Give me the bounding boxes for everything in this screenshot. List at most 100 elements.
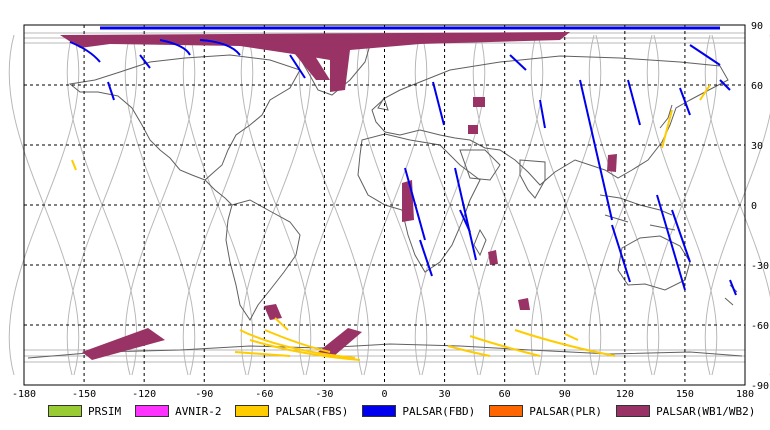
longitude-tick-label: 180: [736, 389, 754, 400]
swath-fbd-8: [404, 167, 426, 241]
swath-fbs-3: [239, 329, 356, 359]
longitude-ticks: -180 -150 -120 -90 -60 -30 0 30 60 90 120 150 180: [12, 389, 754, 400]
swath-wb-south-2: [318, 328, 362, 356]
legend-label: PALSAR(PLR): [529, 404, 603, 418]
longitude-tick-label: 0: [381, 389, 387, 400]
legend-label: PALSAR(WB1/WB2): [656, 404, 756, 418]
map-frame: [23, 24, 746, 386]
legend-item: PALSAR(FBS): [235, 405, 348, 418]
antarctica: [27, 343, 743, 359]
legend-label: AVNIR-2: [175, 404, 222, 418]
legend: PRSIM AVNIR-2 PALSAR(FBS) PALSAR(FBD) PALSAR…: [48, 402, 769, 420]
longitude-tick-label: -120: [132, 389, 156, 400]
latitude-tick-label: 60: [751, 81, 763, 92]
swath-fbs-6: [234, 351, 291, 357]
coverage-swaths: [60, 26, 737, 361]
swath-fbs-1: [71, 159, 77, 171]
swath-fbd-1: [69, 41, 101, 63]
eurasia: [371, 55, 729, 186]
swath-wb-arctic: [60, 32, 570, 92]
swath-fbd-20: [719, 79, 731, 91]
swath-wb-south-1: [82, 328, 165, 360]
swath-fbd-16: [627, 79, 641, 126]
swath-wb-patagonia: [264, 304, 282, 320]
legend-label: PALSAR(FBS): [275, 404, 349, 418]
longitude-tick-label: -150: [72, 389, 96, 400]
longitude-tick-label: -90: [195, 389, 213, 400]
swath-wb-indian-ocean: [518, 298, 530, 310]
swath-fbd-15: [611, 224, 631, 283]
latitude-tick-label: -90: [751, 381, 769, 392]
uk: [377, 96, 389, 111]
swath-wb-africa: [402, 180, 414, 222]
swath-fbd-9: [419, 239, 433, 277]
orbit-track: [472, 34, 544, 376]
swath-fbd-10: [454, 167, 477, 261]
longitude-tick-label: 30: [439, 389, 451, 400]
legend-label: PRSIM: [88, 404, 122, 418]
swath-fbd-5: [289, 54, 306, 79]
arabia: [459, 149, 501, 181]
swath-fbs-10: [564, 333, 579, 341]
legend-swatch: [489, 405, 524, 417]
legend-item: AVNIR-2: [135, 405, 221, 418]
latitude-tick-label: 90: [751, 21, 763, 32]
legend-label: PALSAR(FBD): [402, 404, 476, 418]
swath-fbd-18: [679, 87, 691, 116]
orbit-track: [298, 34, 370, 376]
central-america: [204, 179, 233, 206]
swath-fbd: [69, 26, 737, 296]
swath-fbs-5: [264, 329, 331, 353]
north-america: [68, 54, 301, 181]
swath-fbd-6: [107, 81, 115, 101]
orbit-track: [124, 34, 196, 376]
orbit-track: [646, 34, 718, 376]
swath-wb-russia: [473, 97, 485, 107]
swath-wb: [60, 32, 617, 360]
legend-item: PALSAR(WB1/WB2): [616, 405, 755, 418]
legend-item: PALSAR(PLR): [489, 405, 602, 418]
swath-wb-caspian: [468, 125, 478, 134]
swath-fbd-3: [159, 39, 191, 56]
swath-fbd-2: [139, 54, 151, 69]
longitude-tick-label: 120: [616, 389, 634, 400]
swath-fbd-11: [459, 209, 471, 233]
longitude-tick-label: 150: [676, 389, 694, 400]
swath-fbs-2: [274, 317, 289, 331]
latitude-tick-label: -30: [751, 261, 769, 272]
longitude-tick-label: -60: [255, 389, 273, 400]
latitude-tick-label: 0: [751, 201, 757, 212]
legend-swatch: [362, 405, 397, 417]
graticule: [24, 25, 745, 385]
swath-fbs-7: [447, 345, 491, 357]
longitude-tick-label: 60: [499, 389, 511, 400]
latitude-tick-label: 30: [751, 141, 763, 152]
swath-fbs-8: [469, 335, 541, 357]
swath-wb-madagascar: [488, 250, 498, 265]
swath-fbs: [71, 84, 711, 361]
swath-wb-na: [290, 48, 330, 80]
longitude-tick-label: 90: [559, 389, 571, 400]
swath-fbd-12: [509, 54, 527, 71]
swath-wb-china: [607, 154, 617, 172]
longitude-tick-label: -180: [12, 389, 36, 400]
madagascar: [473, 228, 487, 257]
legend-item: PALSAR(FBD): [362, 405, 475, 418]
longitude-tick-label: -30: [315, 389, 333, 400]
swath-fbd-21: [729, 279, 737, 296]
swath-fbd-13: [539, 99, 546, 129]
latitude-tick-label: -60: [751, 321, 769, 332]
swath-fbd-7: [432, 81, 445, 126]
swath-fbd-17: [656, 194, 686, 291]
latitude-ticks: 90 60 30 0 -30 -60 -90: [751, 21, 769, 392]
swath-fbd-14: [579, 79, 613, 221]
swath-fbs-9: [514, 329, 616, 357]
swath-fbd-4: [199, 39, 241, 56]
legend-swatch: [135, 405, 170, 417]
legend-swatch: [235, 405, 270, 417]
legend-item: PRSIM: [48, 405, 121, 418]
japan: [659, 104, 673, 129]
swath-fbd-19: [689, 44, 721, 66]
india: [519, 159, 546, 199]
